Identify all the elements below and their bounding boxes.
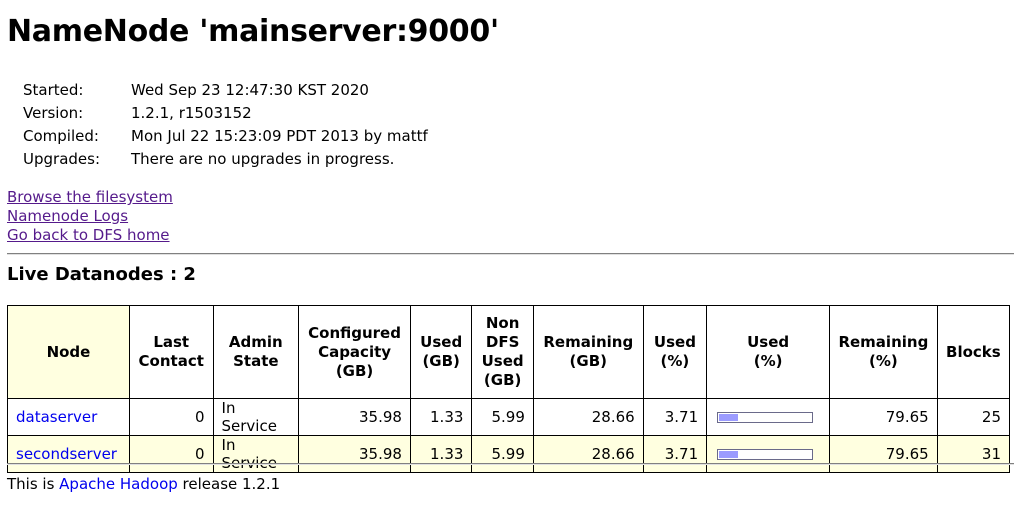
info-key: Compiled: [23,126,99,145]
cell-used-bar [706,398,831,436]
cell-remaining-gb: 28.66 [532,398,644,436]
table-row: dataserver 0 In Service 35.98 1.33 5.99 … [7,398,1011,436]
cell-used-gb: 1.33 [409,435,473,473]
cell-last-contact: 0 [128,435,214,473]
col-header-remaining-pct[interactable]: Remaining (%) [829,305,938,399]
cell-blocks: 31 [936,435,1011,473]
cell-admin-state: In Service [212,435,300,473]
usage-bar-fill [719,451,738,458]
col-header-used-gb[interactable]: Used (GB) [409,305,473,399]
usage-bar [717,449,814,460]
datanode-link[interactable]: dataserver [16,408,98,426]
cell-used-pct: 3.71 [642,435,708,473]
cell-remaining-gb: 28.66 [532,435,644,473]
table-row: secondserver 0 In Service 35.98 1.33 5.9… [7,435,1011,473]
cell-used-bar [706,435,831,473]
cell-last-contact: 0 [128,398,214,436]
cell-blocks: 25 [936,398,1011,436]
apache-hadoop-link[interactable]: Apache Hadoop [59,475,178,493]
info-row-compiled: Compiled: Mon Jul 22 15:23:09 PDT 2013 b… [23,124,428,147]
col-header-configured-capacity[interactable]: Configured Capacity (GB) [298,305,411,399]
col-header-last-contact[interactable]: Last Contact [128,305,214,399]
footer: This is Apache Hadoop release 1.2.1 [7,475,280,493]
datanode-link[interactable]: secondserver [16,445,117,463]
info-value: Wed Sep 23 12:47:30 KST 2020 [131,80,369,99]
namenode-info: Started: Wed Sep 23 12:47:30 KST 2020 Ve… [23,78,428,170]
footer-prefix: This is [7,475,60,493]
cell-non-dfs-used: 5.99 [471,398,534,436]
info-row-started: Started: Wed Sep 23 12:47:30 KST 2020 [23,78,428,101]
col-header-non-dfs-used[interactable]: Non DFS Used (GB) [471,305,534,399]
cell-used-gb: 1.33 [409,398,473,436]
col-header-node[interactable]: Node [7,305,130,399]
cell-used-pct: 3.71 [642,398,708,436]
cell-non-dfs-used: 5.99 [471,435,534,473]
col-header-used-pct-bar[interactable]: Used (%) [706,305,831,399]
page-title: NameNode 'mainserver:9000' [7,14,499,49]
info-row-version: Version: 1.2.1, r1503152 [23,101,428,124]
cell-admin-state: In Service [212,398,300,436]
info-value: Mon Jul 22 15:23:09 PDT 2013 by mattf [131,126,428,145]
dfs-home-link[interactable]: Go back to DFS home [7,226,170,244]
table-header-row: Node Last Contact Admin State Configured Ca… [7,305,1011,399]
info-value: 1.2.1, r1503152 [131,103,252,122]
col-header-admin-state[interactable]: Admin State [212,305,300,399]
info-key: Upgrades: [23,149,100,168]
divider [7,463,1014,465]
info-value: There are no upgrades in progress. [131,149,395,168]
cell-configured-capacity: 35.98 [298,435,411,473]
cell-configured-capacity: 35.98 [298,398,411,436]
col-header-used-pct[interactable]: Used (%) [642,305,708,399]
usage-bar [717,412,814,423]
col-header-remaining-gb[interactable]: Remaining (GB) [532,305,644,399]
divider [7,253,1014,255]
datanodes-table: Node Last Contact Admin State Configured Ca… [7,305,1011,473]
info-key: Version: [23,103,84,122]
info-key: Started: [23,80,84,99]
namenode-logs-link[interactable]: Namenode Logs [7,207,129,225]
col-header-blocks[interactable]: Blocks [936,305,1011,399]
info-row-upgrades: Upgrades: There are no upgrades in progr… [23,147,428,170]
cell-remaining-pct: 79.65 [829,398,938,436]
nav-links: Browse the filesystem Namenode Logs Go b… [7,188,173,245]
cell-remaining-pct: 79.65 [829,435,938,473]
usage-bar-fill [719,414,738,421]
footer-suffix: release 1.2.1 [177,475,281,493]
browse-filesystem-link[interactable]: Browse the filesystem [7,188,173,206]
live-datanodes-heading: Live Datanodes : 2 [7,264,196,285]
